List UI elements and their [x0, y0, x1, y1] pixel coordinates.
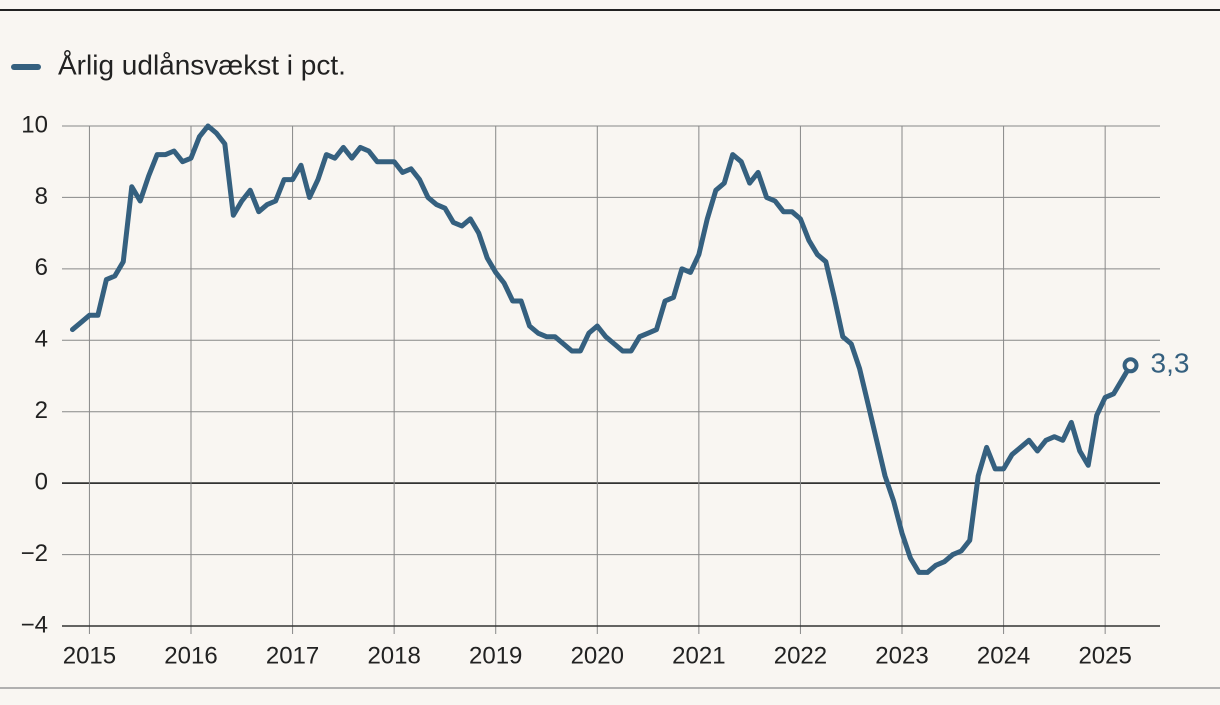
- y-tick-label: 2: [35, 397, 48, 424]
- y-tick-label: 8: [35, 183, 48, 210]
- end-label: 3,3: [1151, 348, 1190, 379]
- x-tick-label: 2023: [875, 642, 928, 669]
- y-tick-label: 6: [35, 254, 48, 281]
- x-tick-label: 2022: [774, 642, 827, 669]
- x-tick-label: 2018: [367, 642, 420, 669]
- data-line: [69, 123, 1134, 575]
- y-tick-label: −4: [21, 611, 48, 638]
- x-tick-label: 2020: [571, 642, 624, 669]
- x-tick-label: 2016: [164, 642, 217, 669]
- x-tick-label: 2024: [977, 642, 1030, 669]
- x-tick-label: 2017: [266, 642, 319, 669]
- legend-label: Årlig udlånsvækst i pct.: [58, 49, 346, 80]
- y-tick-label: 4: [35, 326, 48, 353]
- y-tick-label: 10: [21, 111, 48, 138]
- end-marker: [1122, 357, 1139, 374]
- x-tick-label: 2025: [1078, 642, 1131, 669]
- x-tick-label: 2021: [672, 642, 725, 669]
- x-tick-label: 2015: [63, 642, 116, 669]
- y-tick-label: −2: [21, 540, 48, 567]
- y-tick-label: 0: [35, 468, 48, 495]
- x-tick-label: 2019: [469, 642, 522, 669]
